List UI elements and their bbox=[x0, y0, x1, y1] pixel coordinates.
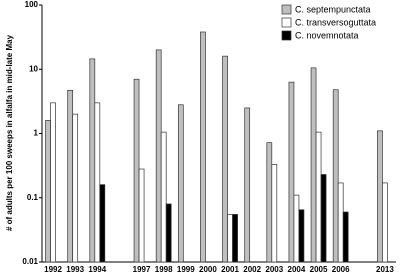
x-tick-label: 1997 bbox=[133, 265, 151, 274]
bar bbox=[165, 203, 172, 263]
bar bbox=[232, 214, 238, 263]
bar bbox=[133, 78, 140, 263]
bar bbox=[337, 182, 344, 263]
bar bbox=[288, 81, 295, 263]
bar bbox=[200, 31, 206, 263]
bar bbox=[332, 89, 339, 263]
x-tick-label: 2004 bbox=[288, 265, 306, 274]
x-tick-label: 2005 bbox=[310, 265, 328, 274]
legend-label: C. transversoguttata bbox=[295, 17, 376, 27]
y-tick-label: 100 bbox=[25, 0, 39, 9]
y-tick-label: 0.1 bbox=[27, 193, 39, 202]
x-tick-label: 2013 bbox=[376, 265, 394, 274]
bar bbox=[382, 182, 388, 263]
bar bbox=[99, 184, 106, 263]
x-tick-label: 2003 bbox=[265, 265, 283, 274]
bar bbox=[293, 194, 300, 263]
y-tick-label: 10 bbox=[29, 64, 38, 73]
legend-swatch bbox=[281, 4, 292, 15]
x-tick-label: 1999 bbox=[177, 265, 195, 274]
bar bbox=[155, 49, 162, 263]
bar bbox=[72, 113, 79, 263]
bar bbox=[177, 104, 184, 263]
y-tick-label: 1 bbox=[34, 129, 39, 138]
bar bbox=[45, 120, 51, 263]
x-tick-label: 2000 bbox=[199, 265, 217, 274]
bar bbox=[298, 209, 305, 263]
x-tick-label: 1993 bbox=[66, 265, 84, 274]
legend-label: C. novemnotata bbox=[295, 30, 359, 40]
bar bbox=[271, 164, 278, 263]
bar bbox=[89, 58, 96, 263]
x-tick-label: 1992 bbox=[44, 265, 62, 274]
y-tick-label: 0.01 bbox=[22, 257, 38, 266]
bar bbox=[50, 102, 56, 263]
bar bbox=[310, 67, 317, 263]
bar bbox=[342, 211, 349, 263]
x-tick-label: 1998 bbox=[155, 265, 173, 274]
bar bbox=[160, 131, 167, 263]
bar bbox=[320, 174, 327, 263]
legend-swatch bbox=[281, 17, 292, 28]
x-tick-label: 2002 bbox=[243, 265, 261, 274]
bar bbox=[266, 142, 273, 263]
bar bbox=[67, 89, 74, 263]
legend-swatch bbox=[281, 30, 292, 41]
x-tick-label: 2006 bbox=[332, 265, 350, 274]
bar bbox=[227, 214, 233, 263]
bar bbox=[244, 107, 251, 263]
bar bbox=[377, 130, 383, 263]
legend-label: C. septempunctata bbox=[295, 4, 371, 14]
x-tick-label: 2001 bbox=[221, 265, 239, 274]
bar bbox=[315, 131, 322, 263]
bar bbox=[138, 168, 145, 263]
bar bbox=[94, 102, 101, 263]
x-tick-label: 1994 bbox=[88, 265, 106, 274]
y-axis-label: # of adults per 100 sweeps in alfalfa in… bbox=[5, 34, 14, 231]
bar bbox=[222, 55, 228, 263]
